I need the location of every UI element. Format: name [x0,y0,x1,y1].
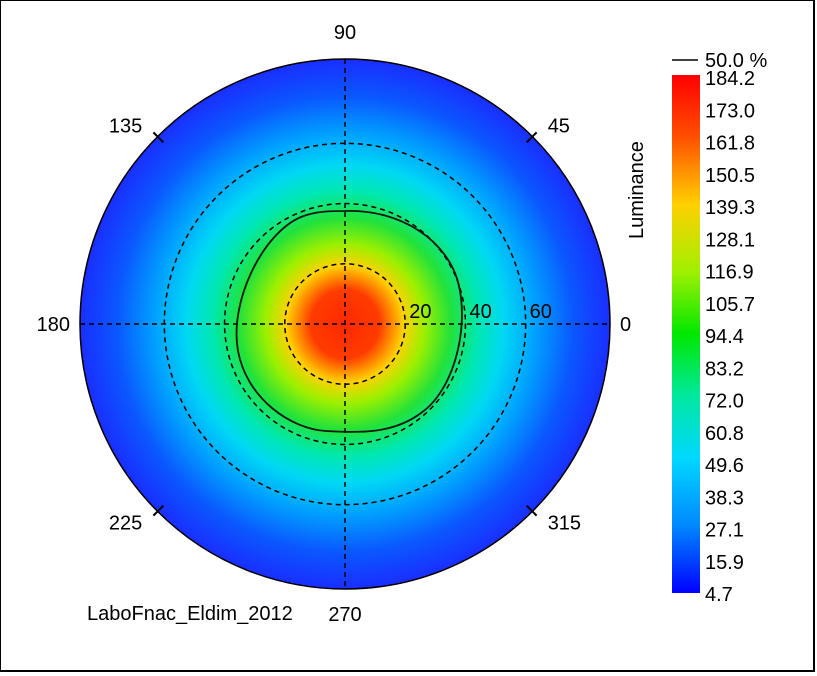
colorbar-tick-label: 116.9 [705,262,754,284]
ring-label-20: 20 [409,301,431,323]
rim-tick-135 [152,131,164,143]
colorbar-label: Luminance [626,141,648,239]
footer-label: LaboFnac_Eldim_2012 [87,603,293,625]
contour-line-50pct [235,210,463,433]
colorbar-tick-label: 139.3 [705,197,755,219]
colorbar-tick-label: 49.6 [705,455,744,477]
angle-label-0: 0 [620,314,631,336]
polar-grid [80,59,610,589]
colorbar-tick-label: 184.2 [705,68,755,90]
colorbar-tick-label: 60.8 [705,423,744,445]
colorbar-tick-label: 72.0 [705,391,744,413]
angle-label-90: 90 [334,22,356,44]
colorbar-tick-label: 128.1 [705,229,755,251]
colorbar-tick-label: 83.2 [705,358,744,380]
colorbar-ticks: 184.2 173.0 161.8 150.5 139.3 128.1 116.9 105.7… [705,68,755,606]
colorbar-tick-label: 4.7 [705,584,733,606]
contour-legend-label: 50.0 % [705,50,767,72]
angle-label-270: 270 [328,604,361,626]
angle-labels: 0 45 90 135 180 225 270 315 [37,22,632,626]
colorbar-gradient [672,75,700,593]
angle-label-135: 135 [109,115,142,137]
ring-label-40: 40 [469,301,491,323]
colorbar-tick-label: 150.5 [705,165,755,187]
colorbar-tick-label: 38.3 [705,487,744,509]
rim-tick-225 [152,505,164,517]
rim-tick-315 [526,505,538,517]
angle-label-45: 45 [548,115,570,137]
contour-50pct [235,210,463,433]
angle-label-180: 180 [37,314,70,336]
angle-label-315: 315 [548,513,581,535]
colorbar-tick-label: 27.1 [705,520,744,542]
radial-ring-labels: 20 40 60 [409,301,552,323]
colorbar-tick-label: 105.7 [705,294,755,316]
colorbar-tick-label: 15.9 [705,552,744,574]
colorbar-tick-label: 94.4 [705,326,744,348]
angle-label-225: 225 [109,513,142,535]
colorbar-tick-label: 161.8 [705,133,755,155]
colorbar: 50.0 % Luminance 184.2 173.0 161.8 150.5 139… [626,50,767,606]
colorbar-tick-label: 173.0 [705,100,755,122]
ring-label-60: 60 [530,301,552,323]
rim-tick-45 [526,131,538,143]
